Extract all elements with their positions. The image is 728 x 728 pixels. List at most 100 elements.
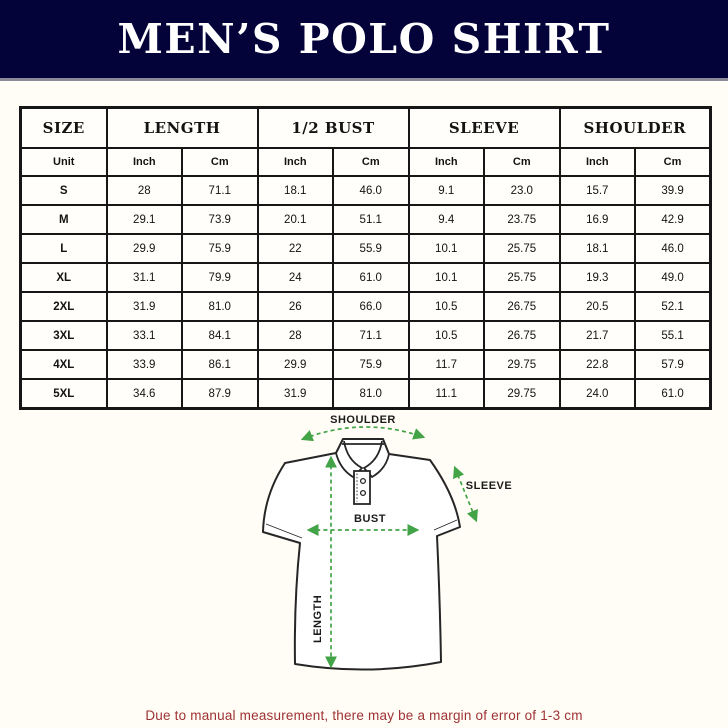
measurement-cell: 55.9 — [332, 233, 410, 264]
column-header-size: SIZE — [19, 106, 108, 149]
measurement-cell: 73.9 — [181, 204, 259, 235]
measurement-cell: 29.75 — [483, 378, 561, 410]
measurement-cell: 81.0 — [181, 291, 259, 322]
measurement-cell: 75.9 — [181, 233, 259, 264]
measurement-cell: 9.4 — [407, 204, 485, 235]
measurement-cell: 61.0 — [634, 378, 712, 410]
measurement-cell: 18.1 — [256, 175, 334, 206]
measurement-cell: 29.1 — [105, 204, 183, 235]
size-label-cell: S — [19, 175, 108, 206]
measurement-cell: 10.1 — [407, 262, 485, 293]
disclaimer-note: Due to manual measurement, there may be … — [145, 708, 583, 723]
size-chart-table: SIZE LENGTH 1/2 BUST SLEEVE SHOULDER Uni… — [19, 106, 713, 410]
size-label-cell: 3XL — [19, 320, 108, 351]
measurement-cell: 46.0 — [634, 233, 712, 264]
measurement-cell: 34.6 — [105, 378, 183, 410]
measurement-cell: 55.1 — [634, 320, 712, 351]
measurement-cell: 29.9 — [105, 233, 183, 264]
unit-cell: Cm — [483, 147, 561, 177]
table-row: M 29.1 73.9 20.1 51.1 9.4 23.75 16.9 42.9 — [19, 204, 712, 235]
unit-cell: Inch — [256, 147, 334, 177]
measurement-cell: 26.75 — [483, 320, 561, 351]
table-row: 5XL 34.6 87.9 31.9 81.0 11.1 29.75 24.0 61.0 — [19, 378, 712, 410]
measurement-cell: 20.1 — [256, 204, 334, 235]
measurement-cell: 66.0 — [332, 291, 410, 322]
placket — [353, 470, 371, 505]
measurement-cell: 9.1 — [407, 175, 485, 206]
measurement-diagram: SHOULDER SLEEVE BUST LENGTH — [0, 410, 728, 698]
table-header-row: SIZE LENGTH 1/2 BUST SLEEVE SHOULDER — [19, 106, 712, 149]
shoulder-label: SHOULDER — [330, 414, 396, 426]
measurement-cell: 71.1 — [181, 175, 259, 206]
measurement-cell: 33.1 — [105, 320, 183, 351]
measurement-cell: 18.1 — [558, 233, 637, 264]
button — [359, 489, 367, 497]
measurement-cell: 31.9 — [256, 378, 334, 410]
size-label-cell: 4XL — [19, 349, 108, 380]
unit-cell: Inch — [407, 147, 485, 177]
measurement-cell: 52.1 — [634, 291, 712, 322]
measurement-cell: 26 — [256, 291, 334, 322]
column-header-shoulder: SHOULDER — [558, 106, 712, 149]
unit-cell: Inch — [105, 147, 183, 177]
size-label-cell: XL — [19, 262, 108, 293]
unit-row: Unit Inch Cm Inch Cm Inch Cm Inch Cm — [19, 147, 712, 177]
measurement-cell: 26.75 — [483, 291, 561, 322]
table-row: L 29.9 75.9 22 55.9 10.1 25.75 18.1 46.0 — [19, 233, 712, 264]
measurement-cell: 39.9 — [634, 175, 712, 206]
size-label-cell: L — [19, 233, 108, 264]
column-header-length: LENGTH — [105, 106, 259, 149]
measurement-cell: 24 — [256, 262, 334, 293]
polo-shirt-diagram: SHOULDER SLEEVE BUST LENGTH — [262, 414, 512, 671]
measurement-cell: 25.75 — [483, 262, 561, 293]
measurement-cell: 31.1 — [105, 262, 183, 293]
measurement-cell: 10.5 — [407, 320, 485, 351]
measurement-cell: 57.9 — [634, 349, 712, 380]
measurement-cell: 10.1 — [407, 233, 485, 264]
table-row: 2XL 31.9 81.0 26 66.0 10.5 26.75 20.5 52.1 — [19, 291, 712, 322]
measurement-cell: 11.7 — [407, 349, 485, 380]
measurement-arrows — [300, 426, 478, 669]
size-chart-section: SIZE LENGTH 1/2 BUST SLEEVE SHOULDER Uni… — [19, 106, 713, 410]
measurement-cell: 22.8 — [558, 349, 637, 380]
measurement-cell: 24.0 — [558, 378, 637, 410]
measurement-cell: 31.9 — [105, 291, 183, 322]
measurement-cell: 79.9 — [181, 262, 259, 293]
table-row: S 28 71.1 18.1 46.0 9.1 23.0 15.7 39.9 — [19, 175, 712, 206]
unit-cell: Unit — [19, 147, 108, 177]
size-label-cell: 2XL — [19, 291, 108, 322]
column-header-sleeve: SLEEVE — [407, 106, 561, 149]
size-label-cell: M — [19, 204, 108, 235]
shoulder-arrow — [300, 426, 426, 442]
measurement-cell: 29.75 — [483, 349, 561, 380]
measurement-cell: 23.75 — [483, 204, 561, 235]
measurement-cell: 15.7 — [558, 175, 637, 206]
title-banner: MEN’S POLO SHIRT — [0, 0, 728, 81]
measurement-cell: 28 — [105, 175, 183, 206]
measurement-cell: 49.0 — [634, 262, 712, 293]
measurement-cell: 33.9 — [105, 349, 183, 380]
sleeve-arrow — [453, 465, 478, 523]
measurement-cell: 51.1 — [332, 204, 410, 235]
measurement-cell: 28 — [256, 320, 334, 351]
unit-cell: Cm — [634, 147, 712, 177]
sleeve-label: SLEEVE — [466, 480, 512, 492]
column-header-bust: 1/2 BUST — [256, 106, 410, 149]
measurement-cell: 75.9 — [332, 349, 410, 380]
table-row: 3XL 33.1 84.1 28 71.1 10.5 26.75 21.7 55.1 — [19, 320, 712, 351]
measurement-cell: 23.0 — [483, 175, 561, 206]
measurement-cell: 25.75 — [483, 233, 561, 264]
measurement-cell: 20.5 — [558, 291, 637, 322]
measurement-cell: 21.7 — [558, 320, 637, 351]
measurement-cell: 11.1 — [407, 378, 485, 410]
measurement-cell: 86.1 — [181, 349, 259, 380]
measurement-cell: 16.9 — [558, 204, 637, 235]
page-title: MEN’S POLO SHIRT — [117, 15, 611, 63]
measurement-cell: 29.9 — [256, 349, 334, 380]
measurement-cell: 46.0 — [332, 175, 410, 206]
size-label-cell: 5XL — [19, 378, 108, 410]
measurement-cell: 42.9 — [634, 204, 712, 235]
unit-cell: Cm — [181, 147, 259, 177]
table-row: 4XL 33.9 86.1 29.9 75.9 11.7 29.75 22.8 57.9 — [19, 349, 712, 380]
unit-cell: Cm — [332, 147, 410, 177]
